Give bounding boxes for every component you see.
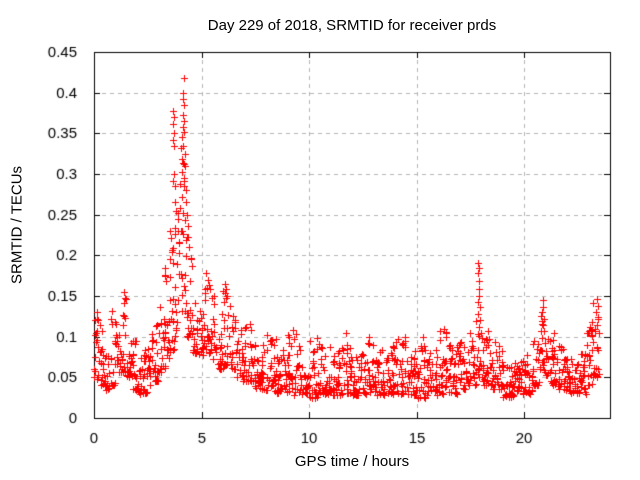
chart-title: Day 229 of 2018, SRMTID for receiver prd… [207,17,497,34]
x-axis-label: GPS time / hours [294,453,410,470]
y-axis-label: SRMTID / TECUs [8,165,26,285]
